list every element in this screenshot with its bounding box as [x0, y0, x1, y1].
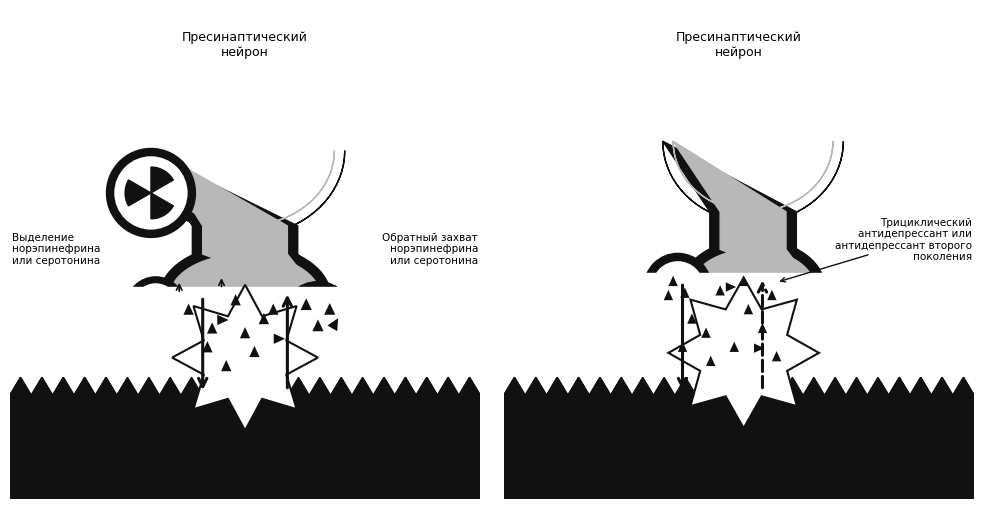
Polygon shape [729, 341, 739, 352]
Polygon shape [663, 290, 673, 300]
Polygon shape [151, 193, 173, 219]
Polygon shape [715, 285, 725, 296]
Text: Трициклический
антидепрессант или
антидепрессант второго
поколения: Трициклический антидепрессант или антиде… [834, 218, 972, 262]
Circle shape [652, 261, 704, 313]
Text: Пресинаптический
нейрон: Пресинаптический нейрон [676, 31, 802, 58]
Polygon shape [10, 377, 480, 499]
Polygon shape [663, 141, 843, 335]
Polygon shape [504, 377, 974, 499]
Polygon shape [744, 304, 753, 314]
Circle shape [281, 281, 354, 354]
Polygon shape [504, 377, 974, 499]
Polygon shape [668, 276, 678, 286]
Text: Обратный захват
норэпинефрина
или серотонина: Обратный захват норэпинефрина или серото… [382, 233, 478, 266]
Polygon shape [274, 334, 285, 344]
Polygon shape [771, 351, 781, 362]
Polygon shape [207, 323, 217, 334]
Circle shape [133, 283, 178, 328]
Polygon shape [151, 167, 173, 193]
Polygon shape [673, 141, 833, 325]
Polygon shape [249, 346, 260, 357]
Polygon shape [221, 360, 231, 371]
Polygon shape [118, 287, 372, 395]
Polygon shape [678, 341, 687, 352]
Circle shape [644, 252, 712, 321]
Polygon shape [155, 151, 335, 339]
Text: Выделение
норэпинефрина
или серотонина: Выделение норэпинефрина или серотонина [12, 233, 100, 266]
Polygon shape [668, 278, 819, 428]
Polygon shape [680, 288, 690, 298]
Polygon shape [183, 304, 194, 315]
Polygon shape [230, 294, 241, 305]
Polygon shape [707, 356, 715, 366]
Text: Постсинаптический нейрон: Постсинаптический нейрон [652, 483, 826, 496]
Polygon shape [328, 318, 338, 331]
Polygon shape [687, 314, 697, 324]
Polygon shape [259, 313, 269, 324]
Polygon shape [240, 327, 250, 338]
Polygon shape [203, 341, 213, 353]
Text: Постсинаптический нейрон: Постсинаптический нейрон [158, 483, 332, 496]
Polygon shape [312, 319, 324, 331]
Polygon shape [217, 315, 228, 325]
Polygon shape [10, 377, 480, 499]
Polygon shape [300, 298, 312, 310]
Polygon shape [146, 151, 344, 349]
Polygon shape [621, 273, 880, 395]
Text: Пресинаптический
нейрон: Пресинаптический нейрон [182, 31, 308, 58]
Polygon shape [768, 290, 776, 300]
Polygon shape [324, 303, 336, 315]
Polygon shape [739, 276, 749, 286]
Polygon shape [754, 344, 765, 353]
Polygon shape [268, 304, 278, 315]
Polygon shape [172, 285, 318, 431]
Circle shape [126, 276, 185, 336]
Polygon shape [702, 327, 710, 338]
Circle shape [289, 289, 346, 346]
Circle shape [114, 156, 188, 230]
Circle shape [106, 148, 196, 238]
Polygon shape [758, 323, 768, 333]
Polygon shape [125, 180, 151, 206]
Polygon shape [726, 282, 736, 292]
